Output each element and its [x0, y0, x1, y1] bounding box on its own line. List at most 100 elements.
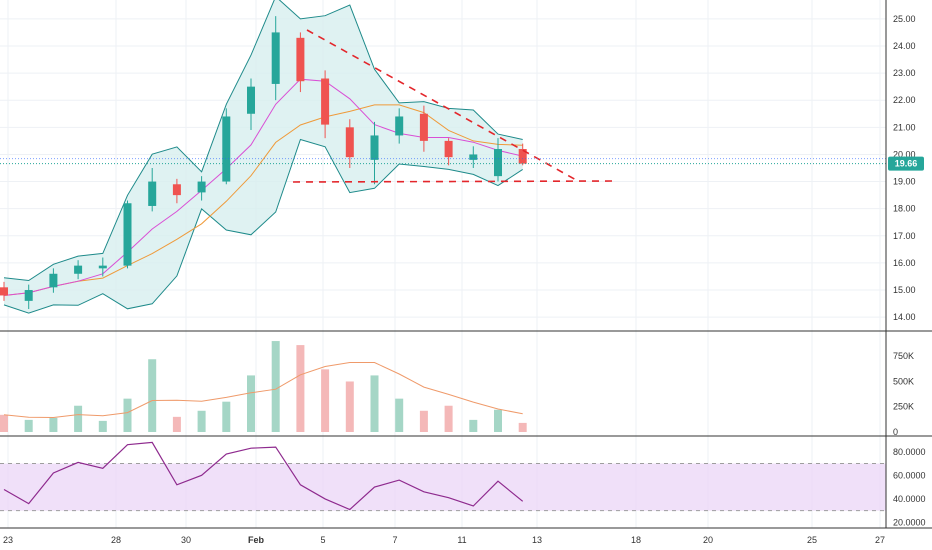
volume-tick-label: 250K — [893, 402, 914, 412]
volume-pane[interactable] — [0, 341, 527, 432]
candle-body — [296, 37, 305, 82]
candle-body — [98, 265, 107, 269]
candles — [0, 16, 527, 310]
candle — [123, 200, 132, 269]
bollinger-lower-line — [3, 138, 523, 314]
rsi-tick-label: 80.0000 — [893, 447, 926, 457]
time-tick-label: 30 — [181, 535, 191, 545]
volume-bars — [0, 341, 527, 432]
candle — [98, 257, 107, 277]
price-tick-label: 20.00 — [893, 149, 916, 159]
time-tick-label: Feb — [248, 535, 265, 545]
candle-body — [370, 135, 379, 160]
last-price-label: 19.66 — [888, 156, 924, 171]
bollinger-upper-line — [3, 0, 523, 282]
volume-bar — [24, 419, 33, 432]
time-tick-label: 11 — [457, 535, 466, 545]
rsi-axis[interactable]: 80.0000 60.0000 40.0000 20.0000 — [893, 447, 926, 528]
rsi-line — [3, 441, 524, 511]
candle-body — [24, 290, 33, 301]
candle — [247, 78, 255, 131]
volume-bar — [271, 341, 280, 432]
candle-body — [469, 154, 478, 160]
time-axis[interactable]: 23 28 30 Feb 5 7 11 13 18 20 25 27 — [3, 535, 885, 545]
candle-body — [494, 149, 502, 177]
volume-bar — [123, 398, 132, 432]
candle — [197, 176, 206, 201]
price-tick-label: 17.00 — [893, 231, 916, 241]
time-tick-label: 27 — [875, 535, 885, 545]
moving-average-slow — [3, 104, 523, 296]
candle-body — [74, 265, 83, 274]
rsi-tick-label: 40.0000 — [893, 494, 926, 504]
time-tick-label: 23 — [3, 535, 13, 545]
time-tick-label: 13 — [532, 535, 542, 545]
price-tick-label: 15.00 — [893, 285, 916, 295]
volume-bar — [395, 398, 404, 432]
candle — [321, 70, 330, 139]
candle-body — [345, 127, 354, 158]
candle — [419, 105, 428, 152]
candle — [172, 178, 181, 204]
candle — [222, 108, 231, 185]
volume-bar — [469, 419, 478, 432]
time-tick-label: 28 — [111, 535, 121, 545]
volume-bar — [49, 417, 58, 432]
candle — [469, 146, 478, 168]
last-price-label-text: 19.66 — [895, 159, 918, 169]
volume-axis[interactable]: 750K 500K 250K 0 — [893, 351, 914, 437]
candle — [49, 268, 58, 293]
volume-tick-label: 0 — [893, 427, 898, 437]
volume-bar — [518, 422, 527, 432]
last-price-lines — [0, 158, 886, 165]
price-tick-label: 23.00 — [893, 68, 916, 78]
moving-average-fast — [3, 78, 523, 296]
volume-bar — [98, 420, 107, 432]
volume-bar — [247, 375, 255, 432]
rsi-tick-label: 60.0000 — [893, 470, 926, 480]
rsi-band — [0, 463, 886, 511]
volume-bar — [419, 410, 428, 432]
time-tick-label: 25 — [807, 535, 817, 545]
price-pane[interactable] — [0, 0, 886, 314]
price-tick-label: 14.00 — [893, 312, 916, 322]
candle-body — [247, 86, 255, 114]
time-tick-label: 20 — [703, 535, 713, 545]
price-tick-label: 24.00 — [893, 41, 916, 51]
volume-bar — [370, 375, 379, 432]
candle-body — [123, 203, 132, 266]
candle-body — [321, 78, 330, 125]
volume-bar — [321, 369, 330, 432]
price-tick-label: 16.00 — [893, 258, 916, 268]
volume-bar — [296, 345, 305, 432]
volume-bar — [172, 416, 181, 432]
volume-bar — [444, 405, 453, 432]
support-trendline[interactable] — [292, 180, 616, 183]
volume-bar — [74, 405, 83, 432]
rsi-pane[interactable] — [0, 441, 886, 512]
volume-bar — [197, 410, 206, 432]
volume-bar — [494, 409, 502, 432]
time-tick-label: 7 — [392, 535, 397, 545]
price-tick-label: 21.00 — [893, 122, 916, 132]
volume-bar — [0, 414, 8, 432]
rsi-tick-label: 20.0000 — [893, 517, 926, 527]
volume-bar — [345, 381, 354, 432]
trendlines — [292, 29, 616, 183]
candle-body — [419, 113, 428, 141]
volume-bar — [148, 359, 157, 432]
candle — [370, 121, 379, 185]
candle — [345, 119, 354, 168]
volume-tick-label: 500K — [893, 376, 914, 386]
candle-body — [271, 32, 280, 84]
candle — [395, 108, 404, 144]
price-tick-label: 22.00 — [893, 95, 916, 105]
volume-tick-label: 750K — [893, 351, 914, 361]
candle — [518, 143, 527, 166]
candle-body — [0, 287, 8, 296]
price-tick-label: 19.00 — [893, 177, 916, 187]
candle-body — [518, 149, 527, 164]
price-axis[interactable]: 25.00 24.00 23.00 22.00 21.00 20.00 19.00 18.00… — [893, 14, 916, 322]
candle-body — [148, 181, 157, 206]
